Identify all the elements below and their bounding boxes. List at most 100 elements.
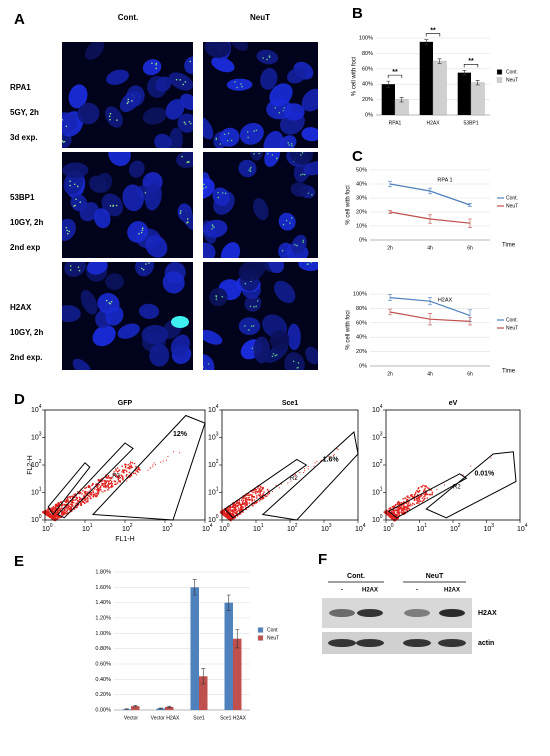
event-dot — [397, 511, 399, 514]
lane-label: - — [416, 588, 418, 594]
focus — [292, 360, 295, 363]
focus — [303, 173, 306, 176]
event-dot — [84, 487, 86, 489]
legend-label: NeuT — [506, 325, 518, 331]
focus — [183, 121, 186, 124]
y-tick-label: 102 — [31, 459, 42, 469]
event-dot — [255, 502, 257, 504]
event-dot — [56, 511, 58, 514]
event-dot — [392, 515, 394, 518]
event-dot — [242, 497, 244, 500]
event-dot — [167, 455, 169, 457]
error-bar — [133, 705, 138, 708]
event-dot — [239, 508, 241, 510]
event-dot — [403, 507, 406, 509]
event-dot — [87, 485, 89, 488]
x-tick-label: 102 — [450, 523, 461, 533]
y-axis-label: % cell with foci — [346, 310, 352, 349]
event-dot — [108, 483, 110, 485]
event-dot — [102, 491, 104, 493]
y-tick-label: 0% — [365, 112, 373, 118]
event-dot — [101, 482, 103, 485]
event-dot — [51, 510, 53, 512]
event-dot — [70, 506, 72, 509]
event-dot — [108, 487, 110, 489]
event-dot — [91, 484, 93, 487]
event-dot — [394, 510, 396, 512]
focus — [215, 295, 217, 297]
event-dot — [113, 471, 115, 473]
event-dot — [92, 493, 95, 496]
event-dot — [61, 503, 64, 506]
event-dot — [416, 497, 418, 499]
focus — [278, 111, 281, 114]
micrograph — [62, 152, 193, 258]
focus — [69, 269, 72, 271]
focus — [66, 229, 68, 232]
event-dot — [411, 504, 413, 506]
x-tick-label: 103 — [162, 523, 173, 533]
event-dot — [121, 471, 123, 473]
event-dot — [99, 479, 101, 482]
focus — [105, 299, 108, 302]
focus — [188, 120, 191, 123]
focus — [297, 362, 300, 364]
focus — [230, 139, 233, 142]
y-tick-label: 60% — [362, 66, 373, 72]
event-dot — [60, 501, 62, 503]
event-dot — [45, 512, 47, 515]
event-dot — [238, 501, 241, 504]
y-tick-label: 30% — [356, 195, 367, 201]
event-dot — [51, 516, 53, 519]
event-dot — [411, 502, 414, 505]
event-dot — [261, 494, 263, 497]
event-dot — [61, 504, 64, 506]
event-dot — [75, 496, 78, 499]
focus — [110, 300, 113, 303]
event-dot — [407, 502, 409, 504]
event-dot — [224, 512, 226, 514]
event-dot — [105, 486, 107, 488]
nucleus — [226, 78, 253, 91]
focus — [69, 265, 72, 267]
focus — [291, 144, 293, 147]
nucleus — [256, 49, 279, 65]
nucleus — [301, 88, 318, 112]
event-dot — [58, 502, 60, 505]
gate — [223, 458, 308, 519]
panel-letter: C — [352, 148, 363, 165]
event-dot — [223, 510, 226, 512]
event-dot — [241, 503, 244, 506]
y-axis-label: FL2-H — [27, 455, 34, 474]
group-label: Cont. — [347, 573, 365, 580]
event-dot — [418, 502, 420, 504]
event-dot — [290, 480, 292, 482]
event-dot — [227, 508, 229, 510]
event-dot — [248, 502, 251, 504]
focus — [311, 193, 313, 196]
event-dot — [402, 508, 405, 511]
y-tick-label: 100 — [372, 514, 383, 524]
event-dot — [107, 489, 109, 491]
x-tick-label: 103 — [484, 523, 495, 533]
nucleus — [250, 152, 263, 161]
event-dot — [47, 513, 49, 515]
bar — [199, 676, 208, 710]
focus — [219, 143, 222, 145]
nucleus — [142, 107, 167, 125]
event-dot — [105, 477, 108, 479]
event-dot — [83, 495, 85, 497]
error-bar — [388, 294, 392, 301]
event-dot — [299, 471, 301, 473]
focus — [211, 228, 213, 230]
x-tick-label: 103 — [321, 523, 332, 533]
event-dot — [243, 503, 246, 505]
focus — [302, 241, 304, 244]
x-tick-label: 101 — [253, 523, 264, 533]
event-dot — [395, 514, 398, 517]
event-dot — [61, 515, 63, 517]
event-dot — [95, 485, 97, 488]
event-dot — [93, 488, 96, 490]
event-dot — [403, 503, 405, 505]
event-dot — [424, 493, 427, 495]
